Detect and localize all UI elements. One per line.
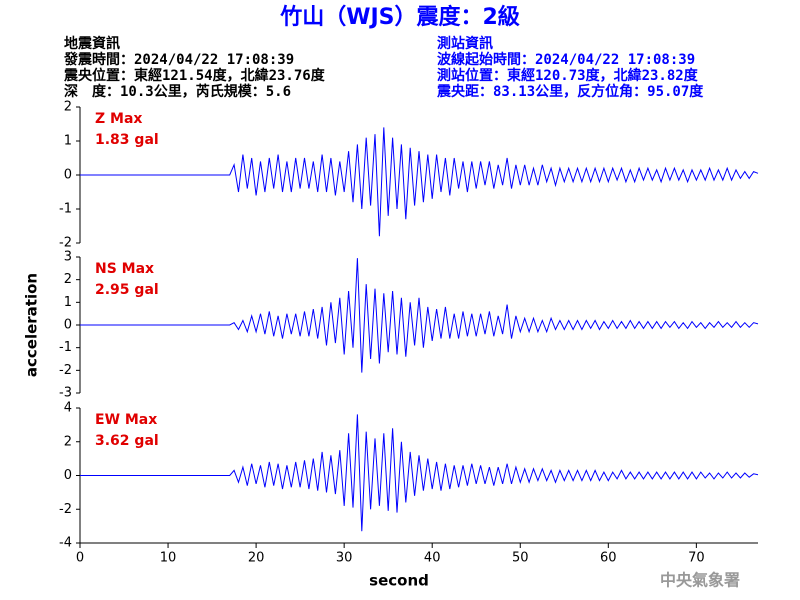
y-tick-label: -1 (59, 340, 72, 355)
y-tick-label: 4 (64, 401, 72, 416)
max-annotation: NS Max (95, 261, 154, 277)
station-line: 波線起始時間：2024/04/22 17:08:39 (437, 51, 695, 68)
y-tick-label: 1 (64, 134, 72, 149)
y-tick-label: -4 (59, 536, 72, 551)
waveform (80, 414, 759, 532)
max-annotation: Z Max (95, 111, 142, 127)
station-line: 測站位置：東經120.73度，北緯23.82度 (437, 67, 699, 84)
event-line: 震央位置：東經121.54度，北緯23.76度 (63, 67, 326, 84)
y-tick-label: 0 (64, 468, 72, 483)
max-value: 3.62 gal (95, 433, 159, 449)
footer: 中央氣象署 (660, 571, 740, 590)
station-heading: 測站資訊 (437, 35, 493, 52)
y-tick-label: -2 (59, 502, 72, 517)
event-line: 發震時間：2024/04/22 17:08:39 (63, 51, 294, 68)
max-value: 2.95 gal (95, 282, 159, 298)
x-tick-label: 60 (600, 551, 617, 566)
x-tick-label: 10 (160, 551, 177, 566)
x-tick-label: 40 (424, 551, 441, 566)
station-line: 震央距：83.13公里，反方位角：95.07度 (436, 83, 704, 100)
x-axis-label: second (369, 572, 429, 590)
event-line: 深 度：10.3公里，芮氏規模：5.6 (64, 83, 291, 100)
y-axis-label: acceleration (23, 273, 41, 377)
y-tick-label: 0 (64, 318, 72, 333)
y-tick-label: -3 (59, 386, 72, 401)
title: 竹山（WJS）震度：2級 (279, 4, 520, 30)
y-tick-label: 2 (64, 100, 72, 115)
y-tick-label: 0 (64, 168, 72, 183)
waveform (80, 258, 759, 373)
x-tick-label: 30 (336, 551, 353, 566)
y-tick-label: 3 (64, 250, 72, 265)
y-tick-label: -2 (59, 363, 72, 378)
max-value: 1.83 gal (95, 132, 159, 148)
y-tick-label: -1 (59, 202, 72, 217)
x-tick-label: 70 (688, 551, 705, 566)
x-tick-label: 20 (248, 551, 265, 566)
event-heading: 地震資訊 (64, 35, 120, 52)
y-tick-label: 1 (64, 295, 72, 310)
max-annotation: EW Max (95, 412, 157, 428)
x-tick-label: 0 (76, 551, 84, 566)
x-tick-label: 50 (512, 551, 529, 566)
y-tick-label: -2 (59, 236, 72, 251)
y-tick-label: 2 (64, 272, 72, 287)
waveform (80, 127, 759, 237)
y-tick-label: 2 (64, 434, 72, 449)
